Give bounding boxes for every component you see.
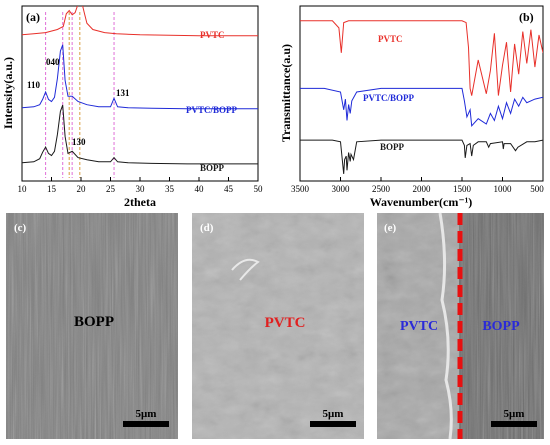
xrd-legend-bopp: BOPP: [200, 163, 225, 173]
ftir-legend-pvtc-bopp: PVTC/BOPP: [363, 93, 415, 103]
xrd-series-group: [22, 6, 258, 165]
xrd-x-tick-label: 35: [165, 184, 175, 194]
xrd-x-ticks: 10 15 20 25 30 35 40 45 50: [18, 177, 264, 194]
sem-interface-edge: [438, 212, 453, 440]
xrd-y-axis-label: Intensity(a.u.): [1, 57, 15, 129]
ftir-x-tick-label: 3500: [291, 184, 310, 194]
sem-pvtc-grain: [192, 213, 364, 439]
ftir-series-group: [300, 20, 543, 174]
sem-bopp-caption: BOPP: [74, 314, 114, 330]
ftir-x-tick-label: 1500: [453, 184, 472, 194]
sem-image-bopp: (c) BOPP 5μm: [6, 213, 178, 439]
xrd-peak-131: 131: [116, 88, 130, 98]
panel-e-label: (e): [384, 222, 397, 234]
sem-interface-bopp-caption: BOPP: [482, 319, 520, 334]
ftir-legend-pvtc: PVTC: [378, 34, 403, 44]
ftir-x-ticks: 3500 3000 2500 2000 1500 1000 500: [291, 177, 544, 194]
xrd-x-tick-label: 25: [106, 184, 116, 194]
scalebar-c: [123, 421, 169, 427]
xrd-x-tick-label: 45: [224, 184, 234, 194]
ftir-plot-frame: [299, 5, 544, 182]
panel-a-label: (a): [26, 10, 40, 24]
sem-pvtc-caption: PVTC: [265, 315, 306, 331]
xrd-peak-110: 110: [27, 80, 41, 90]
ftir-y-axis-label: Transmittance(a.u): [279, 44, 293, 142]
xrd-x-tick-label: 50: [254, 184, 264, 194]
sem-bopp-grain: [6, 213, 178, 439]
scalebar-d-label: 5μm: [323, 408, 344, 420]
ftir-x-tick-label: 2000: [413, 184, 432, 194]
ftir-x-tick-label: 1000: [494, 184, 513, 194]
xrd-x-tick-label: 30: [136, 184, 146, 194]
ftir-x-tick-label: 2500: [372, 184, 391, 194]
ftir-x-tick-label: 500: [530, 184, 544, 194]
panel-b-label: (b): [519, 10, 534, 24]
xrd-peak-130: 130: [72, 137, 86, 147]
ftir-series-line-0: [300, 20, 543, 96]
ftir-legend-bopp: BOPP: [380, 142, 405, 152]
sem-image-pvtc: (d) PVTC 5μm: [192, 213, 364, 439]
xrd-guide-lines: [45, 12, 115, 178]
ftir-series-line-1: [300, 87, 543, 127]
scalebar-e: [491, 421, 537, 427]
ftir-x-axis-label: Wavenumber(cm⁻¹): [370, 195, 473, 209]
sem-interface-pvtc-caption: PVTC: [400, 319, 438, 334]
sem-pvtc-fold: [231, 258, 260, 281]
xrd-x-axis-label: 2theta: [124, 195, 156, 209]
xrd-legend-pvtc: PVTC: [200, 30, 225, 40]
scalebar-c-label: 5μm: [136, 408, 157, 420]
xrd-x-tick-label: 20: [77, 184, 87, 194]
xrd-chart: (a) 10 15 20 25 30 35 40 45 50 2theta Intensity(…: [1, 5, 264, 209]
ftir-series-line-2: [300, 139, 543, 174]
scalebar-d: [310, 421, 356, 427]
ftir-x-tick-label: 3000: [332, 184, 351, 194]
xrd-legend-pvtc-bopp: PVTC/BOPP: [186, 105, 238, 115]
xrd-x-tick-label: 10: [18, 184, 28, 194]
xrd-x-tick-label: 40: [195, 184, 205, 194]
panel-d-label: (d): [200, 222, 214, 234]
xrd-x-tick-label: 15: [47, 184, 57, 194]
xrd-series-line-0: [22, 6, 258, 37]
xrd-series-line-2: [22, 104, 258, 165]
xrd-series-line-1: [22, 44, 258, 110]
xrd-peak-040: 040: [46, 57, 60, 67]
scalebar-e-label: 5μm: [504, 408, 525, 420]
panel-c-label: (c): [14, 222, 27, 234]
sem-image-interface: (e) PVTC BOPP 5μm: [377, 212, 544, 440]
ftir-chart: (b) 3500 3000 2500 2000 1500 1000 500 Wavenumb…: [279, 5, 544, 209]
